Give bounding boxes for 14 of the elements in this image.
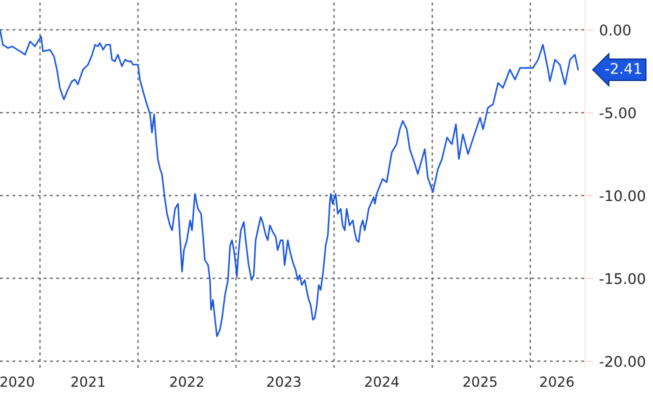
y-tick-label: -15.00 — [600, 273, 646, 284]
annotation: -2.41 — [605, 62, 641, 74]
x-tick-label: 2025 — [463, 376, 497, 387]
line-series — [0, 29, 579, 338]
x-tick-label: 2024 — [365, 376, 399, 387]
y-tick-label: -20.00 — [600, 356, 646, 367]
y-tick-label: 0.00 — [600, 24, 630, 36]
x-tick-label: 2023 — [267, 376, 300, 387]
x-tick-label: 2020 — [0, 376, 34, 387]
y-tick-label: -5.00 — [600, 107, 636, 118]
x-tick-label: 2026 — [540, 376, 574, 387]
x-tick-label: 2022 — [170, 376, 204, 387]
x-tick-label: 2021 — [71, 376, 104, 387]
y-tick-label: -10.00 — [600, 190, 646, 202]
